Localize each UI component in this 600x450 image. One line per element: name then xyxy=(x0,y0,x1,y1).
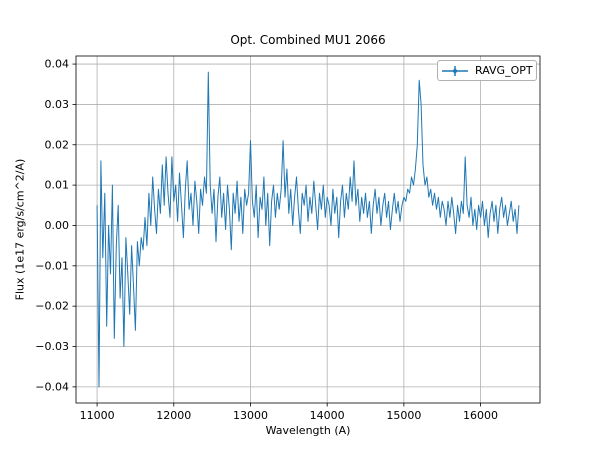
y-tick-label: 0.01 xyxy=(45,179,70,192)
y-tick-label: −0.01 xyxy=(35,259,69,272)
x-tick-label: 15000 xyxy=(386,409,421,422)
x-tick-label: 13000 xyxy=(233,409,268,422)
y-tick-label: 0.04 xyxy=(45,58,70,71)
x-tick-label: 11000 xyxy=(80,409,115,422)
legend-label: RAVG_OPT xyxy=(475,64,533,77)
legend-errorbar-icon xyxy=(442,65,468,76)
axes-frame xyxy=(75,55,541,404)
y-tick-label: −0.03 xyxy=(35,340,69,353)
y-tick-label: −0.02 xyxy=(35,300,69,313)
x-tick-label: 14000 xyxy=(310,409,345,422)
chart-title: Opt. Combined MU1 2066 xyxy=(230,33,386,47)
y-tick-label: −0.04 xyxy=(35,380,69,393)
y-axis-label: Flux (1e17 erg/s/cm^2/A) xyxy=(13,158,27,301)
y-tick-label: 0.03 xyxy=(45,98,70,111)
x-tick-label: 12000 xyxy=(156,409,191,422)
y-tick-label: 0.02 xyxy=(45,138,70,151)
legend: RAVG_OPT xyxy=(437,60,537,81)
x-axis-label: Wavelength (A) xyxy=(265,424,351,437)
y-tick-label: 0.00 xyxy=(45,219,70,232)
data-line xyxy=(96,71,520,388)
x-tick-label: 16000 xyxy=(463,409,498,422)
